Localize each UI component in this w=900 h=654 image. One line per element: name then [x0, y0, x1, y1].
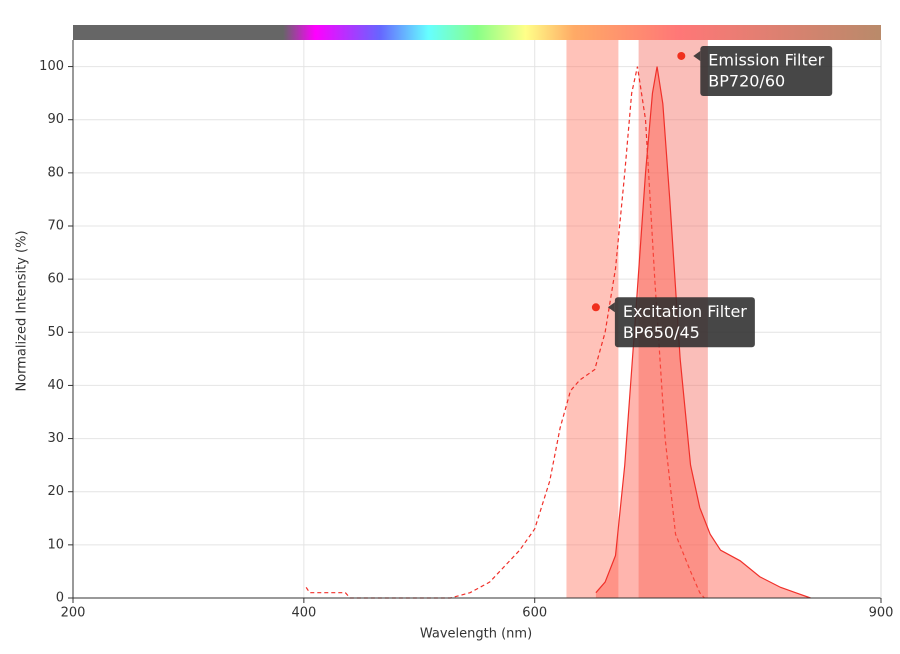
tooltip-box [614, 297, 755, 348]
y-tick-label: 30 [47, 431, 64, 446]
y-tick-label: 60 [47, 272, 64, 287]
spectrum-line [595, 66, 811, 599]
tooltip-pointer [607, 302, 615, 313]
tooltip: Excitation Filter BP650/45 [607, 297, 755, 348]
tooltip: Emission Filter BP720/60 [693, 45, 833, 96]
y-tick-label: 0 [56, 591, 64, 606]
x-tick-label: 900 [869, 606, 894, 621]
tooltip-text: Excitation Filter [623, 302, 747, 321]
y-tick-label: 10 [47, 537, 64, 552]
tooltip-pointer [693, 50, 701, 61]
x-axis-label: Wavelength (nm) [420, 627, 532, 642]
tooltip-text: BP650/45 [623, 323, 700, 342]
y-tick-label: 100 [39, 59, 64, 74]
y-tick-label: 20 [47, 484, 64, 499]
spectrum-bar [73, 25, 881, 40]
filter-band [566, 40, 619, 598]
y-tick-label: 40 [47, 378, 64, 393]
tooltip-text: BP720/60 [708, 71, 785, 90]
y-tick-label: 50 [47, 325, 64, 340]
area-fill [595, 66, 811, 599]
annotation-dot [591, 303, 600, 312]
x-tick-label: 200 [61, 606, 86, 621]
spectrum-line [305, 66, 705, 599]
x-tick-label: 400 [291, 606, 316, 621]
y-tick-label: 70 [47, 219, 64, 234]
tooltip-box [700, 45, 833, 96]
annotation-dot [677, 51, 686, 60]
y-tick-label: 80 [47, 165, 64, 180]
tooltip-text: Emission Filter [708, 50, 824, 69]
y-tick-label: 90 [47, 112, 64, 127]
y-axis-label: Normalized Intensity (%) [15, 230, 30, 391]
x-tick-label: 600 [522, 606, 547, 621]
